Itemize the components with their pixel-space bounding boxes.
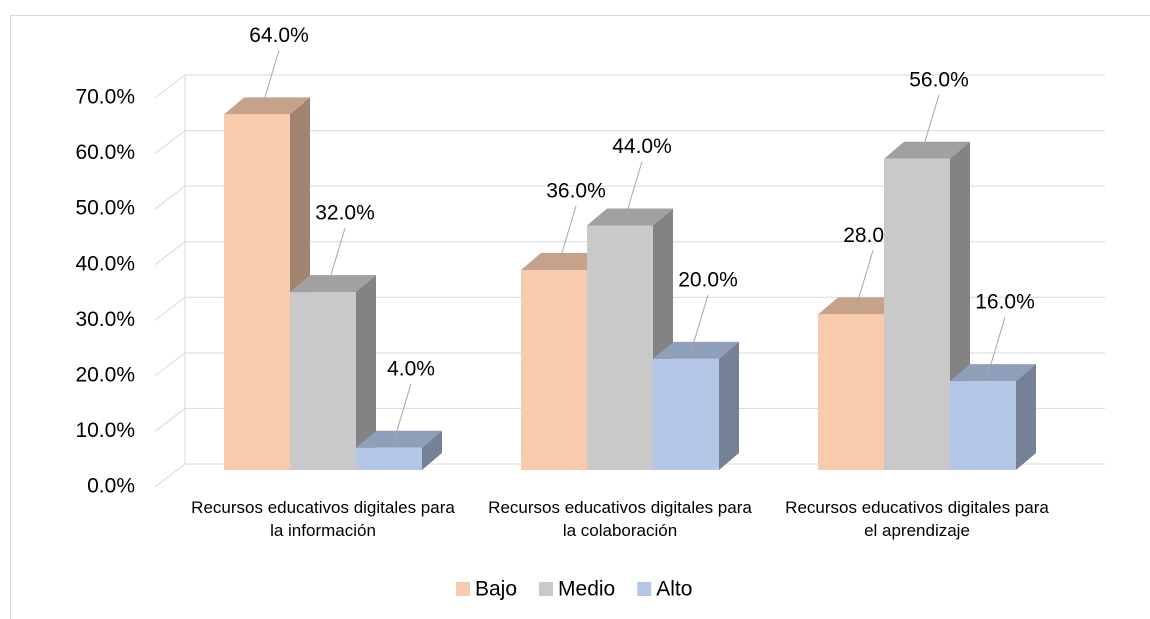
legend-swatch	[637, 582, 652, 596]
bar	[653, 358, 719, 470]
legend-swatch	[539, 582, 554, 596]
leader-line	[689, 294, 709, 356]
data-label: 44.0%	[612, 135, 672, 158]
bar-top	[950, 364, 1036, 382]
bar-top	[884, 141, 970, 159]
leader-line	[260, 50, 280, 111]
data-label: 32.0%	[315, 202, 375, 225]
x-tick-label: Recursos educativos digitales para la co…	[488, 498, 752, 540]
bar	[224, 114, 290, 470]
bar	[290, 292, 356, 470]
bar-side	[356, 275, 376, 470]
y-tick-label: 70.0%	[75, 86, 135, 109]
bar	[356, 447, 422, 470]
y-tick-label: 40.0%	[75, 252, 135, 275]
legend-label: Medio	[558, 578, 615, 601]
grid-line-side	[154, 408, 186, 432]
bar	[521, 269, 587, 470]
y-tick-label: 20.0%	[75, 363, 135, 386]
bar	[818, 314, 884, 470]
leader-line	[623, 161, 643, 222]
bar-top	[587, 208, 673, 226]
y-tick-label: 60.0%	[75, 141, 135, 164]
grid-line-side	[154, 463, 186, 488]
bar-top	[653, 341, 739, 359]
bar-top	[356, 430, 442, 448]
leader-line	[920, 94, 940, 155]
y-tick-label: 0.0%	[87, 475, 135, 498]
grid-line-side	[154, 352, 186, 377]
bar	[884, 158, 950, 471]
bar	[950, 381, 1016, 470]
y-tick-label: 50.0%	[75, 197, 135, 220]
legend-swatch	[456, 582, 470, 596]
leader-line	[557, 205, 577, 267]
grid-line-side	[154, 74, 186, 99]
data-label: 20.0%	[678, 268, 738, 291]
bar-side	[1016, 364, 1036, 470]
leader-line	[854, 250, 874, 311]
y-tick-label: 10.0%	[75, 419, 135, 442]
leader-line	[392, 383, 412, 444]
bar-top	[818, 297, 904, 315]
bar-side	[422, 430, 442, 470]
data-label: 36.0%	[546, 179, 606, 202]
grid-line-side	[154, 130, 186, 154]
data-label: 4.0%	[387, 357, 435, 380]
data-label: 16.0%	[975, 291, 1035, 314]
bar-top	[224, 97, 310, 115]
y-tick-label: 30.0%	[75, 308, 135, 331]
legend-label: Alto	[656, 578, 692, 601]
bar	[587, 225, 653, 470]
x-tick-label: Recursos educativos digitales para la in…	[191, 498, 455, 540]
chart-border	[10, 15, 1150, 619]
bar-top	[290, 275, 376, 293]
grid-line-side	[154, 296, 186, 321]
data-label: 56.0%	[909, 68, 969, 91]
data-label: 64.0%	[249, 24, 309, 47]
leader-line	[326, 228, 346, 289]
leader-line	[986, 316, 1006, 378]
bar-top	[521, 252, 607, 270]
grid-line-side	[154, 185, 186, 210]
x-tick-label: Recursos educativos digitales para el ap…	[785, 498, 1049, 540]
bar-side	[719, 341, 739, 470]
grid-line-side	[154, 241, 186, 266]
legend-label: Bajo	[475, 578, 517, 601]
